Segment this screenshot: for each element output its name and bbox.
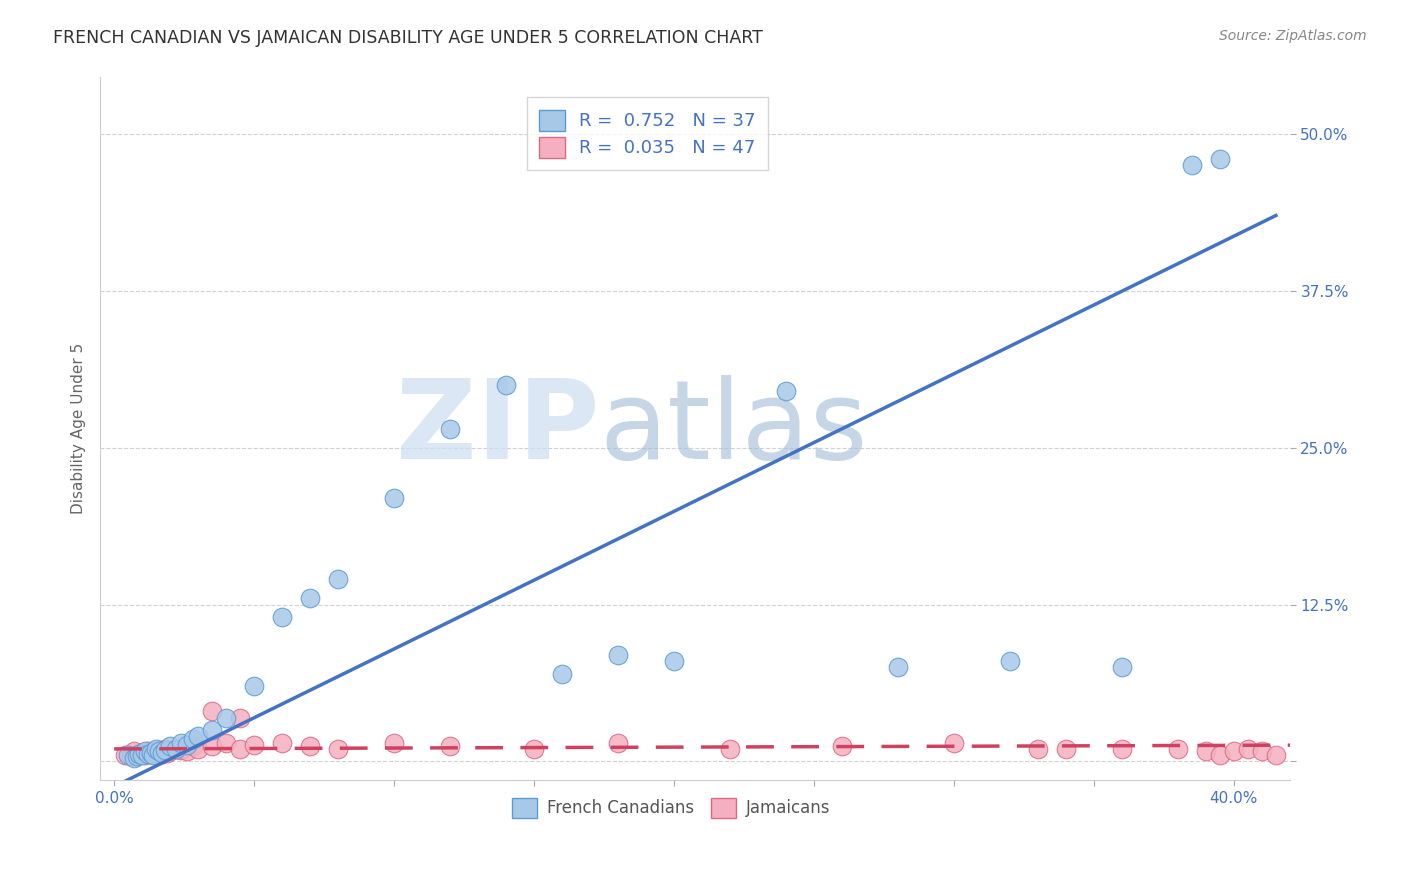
Point (1111, 660, 1133, 674)
Point (148, 743, 170, 757)
Point (439, 422, 461, 436)
Point (523, 742, 546, 756)
Point (607, 648, 630, 662)
Point (1026, 742, 1049, 756)
Point (1251, 744, 1274, 758)
Point (145, 748, 167, 763)
Point (942, 736, 965, 750)
Point (150, 747, 173, 761)
Point (170, 743, 193, 757)
Point (181, 739, 204, 754)
Point (1223, 744, 1246, 758)
Point (139, 746, 162, 760)
Point (243, 738, 266, 752)
Point (1167, 742, 1189, 756)
Point (131, 746, 153, 760)
Point (201, 704, 224, 718)
Point (165, 742, 187, 756)
Point (439, 739, 461, 754)
Point (122, 750, 145, 764)
Point (382, 736, 405, 750)
Point (495, 378, 517, 392)
Y-axis label: Disability Age Under 5: Disability Age Under 5 (72, 343, 86, 515)
Point (215, 736, 238, 750)
Point (1111, 742, 1133, 756)
Point (299, 591, 322, 606)
Point (170, 736, 193, 750)
Text: atlas: atlas (600, 376, 869, 483)
Point (187, 742, 209, 756)
Point (607, 736, 630, 750)
Point (153, 742, 176, 756)
Point (159, 744, 181, 758)
Point (243, 679, 266, 693)
Point (1264, 748, 1286, 763)
Point (150, 746, 173, 760)
Point (125, 749, 148, 764)
Point (1181, 158, 1204, 172)
Point (201, 739, 224, 754)
Point (120, 749, 142, 764)
Point (134, 744, 156, 758)
Point (299, 739, 322, 754)
Text: ZIP: ZIP (396, 376, 600, 483)
Point (326, 742, 349, 756)
Point (131, 748, 153, 763)
Point (148, 744, 170, 758)
Point (122, 744, 145, 758)
Point (145, 742, 167, 756)
Point (176, 738, 198, 752)
Point (142, 746, 165, 760)
Point (215, 710, 238, 724)
Point (187, 730, 209, 744)
Point (551, 666, 574, 681)
Point (1195, 744, 1218, 758)
Legend: French Canadians, Jamaicans: French Canadians, Jamaicans (505, 791, 837, 825)
Point (125, 748, 148, 763)
Point (136, 744, 159, 758)
Point (139, 747, 162, 761)
Point (156, 746, 179, 760)
Point (229, 742, 252, 756)
Point (998, 654, 1021, 668)
Point (114, 748, 136, 763)
Point (1209, 152, 1232, 166)
Point (117, 748, 139, 763)
Point (382, 491, 405, 505)
Point (128, 747, 150, 761)
Point (662, 654, 685, 668)
Text: FRENCH CANADIAN VS JAMAICAN DISABILITY AGE UNDER 5 CORRELATION CHART: FRENCH CANADIAN VS JAMAICAN DISABILITY A… (53, 29, 763, 46)
Point (229, 710, 252, 724)
Point (134, 748, 156, 763)
Point (887, 660, 910, 674)
Point (271, 736, 294, 750)
Point (128, 747, 150, 761)
Point (159, 739, 181, 754)
Point (326, 573, 349, 587)
Point (775, 384, 797, 399)
Point (201, 723, 224, 737)
Point (136, 747, 159, 761)
Point (165, 742, 187, 756)
Point (153, 743, 176, 757)
Point (181, 731, 204, 746)
Point (271, 610, 294, 624)
Text: Source: ZipAtlas.com: Source: ZipAtlas.com (1219, 29, 1367, 43)
Point (1054, 742, 1077, 756)
Point (1237, 742, 1260, 756)
Point (718, 742, 741, 756)
Point (176, 744, 198, 758)
Point (1209, 748, 1232, 763)
Point (142, 748, 165, 763)
Point (831, 739, 853, 754)
